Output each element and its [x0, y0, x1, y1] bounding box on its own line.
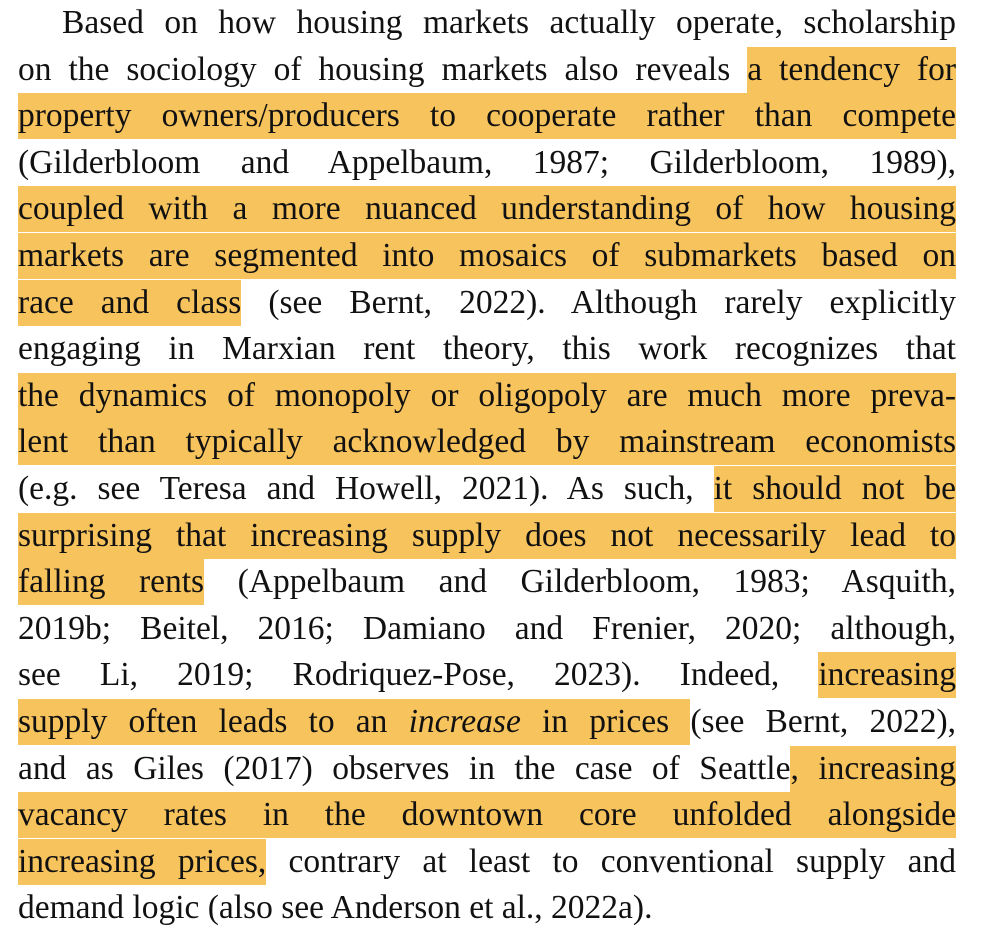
text-line: (e.g. see Teresa and Howell, 2021). As s…	[18, 465, 956, 513]
highlighted-text: in prices	[520, 698, 691, 745]
text-line: demand logic (also see Anderson et al., …	[18, 885, 956, 932]
highlighted-text: supply often leads to an	[18, 698, 409, 745]
highlighted-text: increasing prices,	[18, 838, 267, 885]
text-line: surprising that increasing supply does n…	[18, 512, 956, 560]
highlighted-text: lent than typically acknowledged by main…	[18, 419, 956, 466]
text-line: falling rents (Appelbaum and Gilderbloom…	[18, 559, 956, 606]
text-segment: (see Bernt, 2022),	[690, 702, 957, 740]
text-line: on the sociology of housing markets also…	[18, 46, 956, 94]
text-segment: (see Bernt, 2022). Although rarely expli…	[241, 283, 956, 321]
highlighted-text: surprising that increasing supply does n…	[18, 512, 956, 559]
text-line: and as Giles (2017) observes in the case…	[18, 745, 956, 793]
highlighted-text: coupled with a more nuanced understandin…	[18, 186, 956, 233]
text-line: vacancy rates in the downtown core unfol…	[18, 792, 956, 839]
text-line: Based on how housing markets actually op…	[18, 0, 956, 47]
text-segment: (Gilderbloom and Appelbaum, 1987; Gilder…	[18, 143, 956, 181]
highlighted-text: vacancy rates in the downtown core unfol…	[18, 792, 956, 839]
text-segment: Based on how housing markets actually op…	[62, 4, 956, 41]
text-segment: (e.g. see Teresa and Howell, 2021). As s…	[18, 469, 714, 507]
text-line: 2019b; Beitel, 2016; Damiano and Frenier…	[18, 606, 956, 653]
text-segment: on the sociology of housing markets also…	[18, 50, 748, 88]
highlighted-text: increasing	[818, 652, 956, 699]
text-line: markets are segmented into mosaics of su…	[18, 232, 956, 280]
text-segment: contrary at least to conventional supply…	[266, 842, 956, 880]
text-line: race and class (see Bernt, 2022). Althou…	[18, 279, 956, 327]
text-line: engaging in Marxian rent theory, this wo…	[18, 326, 956, 373]
text-segment: (Appelbaum and Gilderbloom, 1983; Asquit…	[204, 563, 956, 601]
highlighted-text: a tendency for	[747, 46, 956, 93]
highlighted-text: markets are segmented into mosaics of su…	[18, 232, 956, 279]
text-line: lent than typically acknowledged by main…	[18, 419, 956, 466]
highlighted-text: race and class	[18, 279, 242, 326]
text-line: (Gilderbloom and Appelbaum, 1987; Gilder…	[18, 140, 956, 187]
text-segment: demand logic (also see Anderson et al., …	[18, 889, 653, 927]
highlighted-text: it should not be	[713, 465, 956, 512]
highlighted-text: increase	[408, 698, 521, 745]
highlighted-text: the dynamics of monopoly or oligopoly ar…	[18, 372, 956, 419]
highlighted-text: falling rents	[18, 559, 205, 606]
document-paragraph: Based on how housing markets actually op…	[18, 0, 956, 932]
text-line: the dynamics of monopoly or oligopoly ar…	[18, 372, 956, 420]
text-line: increasing prices, contrary at least to …	[18, 838, 956, 886]
text-line: coupled with a more nuanced understandin…	[18, 186, 956, 233]
text-segment: 2019b; Beitel, 2016; Damiano and Frenier…	[18, 609, 956, 647]
text-segment: engaging in Marxian rent theory, this wo…	[18, 330, 956, 368]
highlighted-text: , increasing	[790, 745, 956, 792]
highlighted-text: property owners/producers to cooperate r…	[18, 93, 956, 140]
text-line: see Li, 2019; Rodriquez-Pose, 2023). Ind…	[18, 652, 956, 699]
text-segment: and as Giles (2017) observes in the case…	[18, 749, 791, 787]
text-segment: see Li, 2019; Rodriquez-Pose, 2023). Ind…	[18, 656, 819, 694]
text-line: property owners/producers to cooperate r…	[18, 93, 956, 140]
text-line: supply often leads to an increase in pri…	[18, 698, 957, 746]
